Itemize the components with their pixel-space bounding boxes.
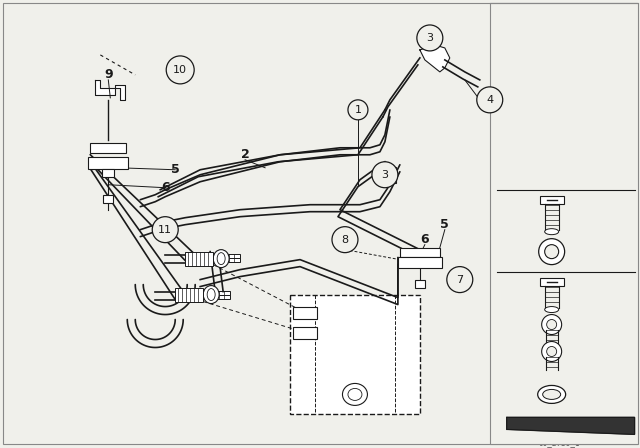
Text: 11: 11 [500,318,517,331]
Circle shape [547,319,557,330]
Bar [103,195,113,202]
Bar [200,291,230,295]
Circle shape [539,239,564,265]
Ellipse shape [543,389,561,400]
Text: 4: 4 [486,95,493,105]
Ellipse shape [342,383,367,405]
Bar [210,254,240,258]
Bar [200,295,230,298]
Ellipse shape [207,289,215,301]
Circle shape [447,267,473,293]
Text: 6: 6 [161,181,170,194]
Text: 5: 5 [171,163,180,176]
Ellipse shape [348,388,362,401]
Text: 3: 3 [426,33,433,43]
Circle shape [541,341,562,362]
Ellipse shape [203,285,219,304]
Text: 8: 8 [500,243,508,256]
Text: 7: 7 [456,275,463,284]
Text: 9: 9 [104,69,113,82]
Circle shape [477,87,503,113]
Bar [540,278,564,285]
Bar [175,288,203,302]
Polygon shape [420,45,450,72]
Text: 5: 5 [440,218,449,231]
Ellipse shape [545,228,559,235]
Text: 8: 8 [341,235,349,245]
Text: 10: 10 [173,65,188,75]
Polygon shape [507,418,634,435]
Circle shape [372,162,398,188]
Circle shape [417,25,443,51]
Ellipse shape [545,306,559,313]
Circle shape [547,346,557,357]
Bar [88,157,128,169]
Text: 3: 3 [500,383,508,396]
Bar [293,327,317,339]
Text: 2: 2 [241,148,250,161]
Bar [102,169,115,177]
Circle shape [545,245,559,258]
Ellipse shape [213,250,229,267]
Bar [293,306,317,319]
Text: 1: 1 [355,105,362,115]
Circle shape [152,217,178,243]
Text: 7: 7 [500,278,509,291]
Bar [380,167,396,183]
Text: 4: 4 [500,348,509,361]
Polygon shape [95,80,125,100]
Bar [90,143,126,153]
Text: 11: 11 [158,224,172,235]
Bar [490,3,637,444]
Bar [540,196,564,204]
Bar [400,248,440,257]
Bar [290,295,420,414]
Circle shape [541,314,562,335]
Circle shape [166,56,194,84]
Bar [398,257,442,267]
Ellipse shape [217,253,225,265]
Bar [210,258,240,262]
Text: 00_2739_1: 00_2739_1 [539,438,580,447]
Circle shape [348,100,368,120]
Text: 6: 6 [420,233,429,246]
Text: 10: 10 [500,198,517,211]
Text: 3: 3 [381,170,388,180]
Ellipse shape [538,385,566,403]
Circle shape [332,227,358,253]
Bar [185,252,213,266]
Bar [415,280,425,288]
